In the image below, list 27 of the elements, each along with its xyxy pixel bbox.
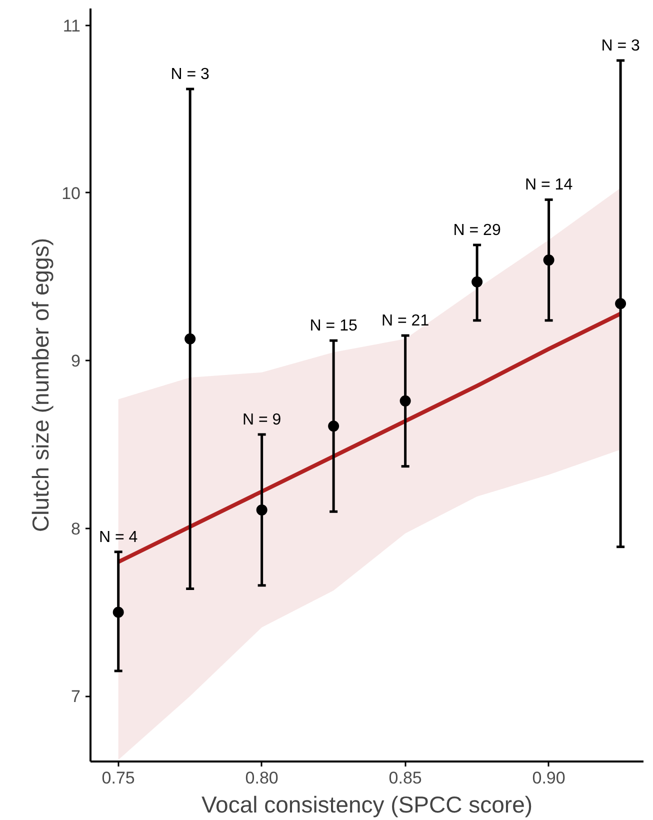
x-tick-label: 0.80 xyxy=(245,768,278,788)
annotation: N = 4 xyxy=(98,528,138,546)
y-tick-label: 9 xyxy=(71,352,81,371)
x-tick-label: 0.85 xyxy=(388,768,422,788)
annotation: N = 21 xyxy=(382,312,430,330)
point xyxy=(328,420,340,432)
annotation: N = 3 xyxy=(170,66,210,83)
y-tick-label: 11 xyxy=(62,16,81,36)
point xyxy=(615,298,626,310)
x-tick-label: 0.90 xyxy=(532,768,566,788)
annotation: N = 9 xyxy=(242,411,282,428)
point xyxy=(543,254,554,266)
annotation: N = 29 xyxy=(453,222,501,239)
y-tick-label: 8 xyxy=(71,519,81,538)
annotation: N = 15 xyxy=(310,318,358,335)
annotation: N = 3 xyxy=(601,37,640,54)
x-axis-title: Vocal consistency (SPCC score) xyxy=(201,792,533,818)
x-tick-label: 0.75 xyxy=(102,768,135,788)
point xyxy=(112,606,124,618)
y-axis-title: Clutch size (number of eggs) xyxy=(28,238,54,532)
point xyxy=(256,504,268,516)
annotation: N = 14 xyxy=(525,176,573,194)
y-tick-label: 7 xyxy=(71,687,81,706)
point xyxy=(400,395,411,406)
y-tick-label: 10 xyxy=(62,184,81,203)
point xyxy=(184,333,196,344)
point xyxy=(472,276,483,288)
